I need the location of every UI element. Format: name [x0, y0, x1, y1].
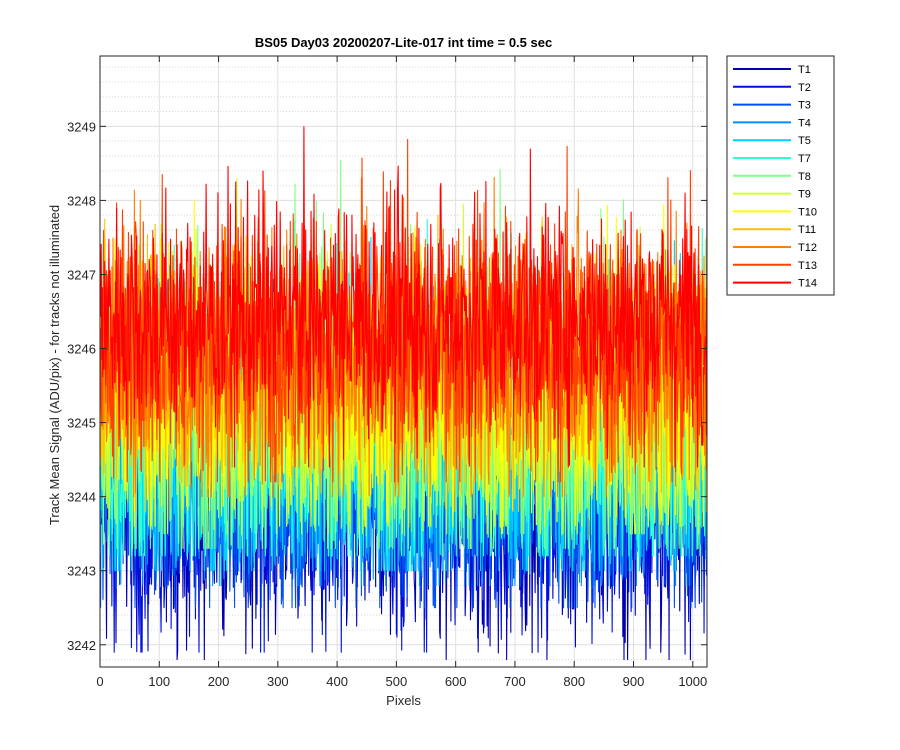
legend-label-t2: T2	[798, 82, 811, 94]
legend-label-t12: T12	[798, 242, 817, 254]
legend-label-t13: T13	[798, 260, 817, 272]
y-axis-label: Track Mean Signal (ADU/pix) - for tracks…	[47, 205, 62, 525]
x-tick-label: 900	[623, 674, 645, 689]
chart-title: BS05 Day03 20200207-Lite-017 int time = …	[255, 35, 552, 50]
legend-label-t8: T8	[798, 171, 811, 183]
plot-area: 0 100 200 300 400 500 600 700 800 900 1000 3242 3243…	[67, 55, 708, 689]
legend-label-t3: T3	[798, 100, 811, 112]
x-tick-label: 100	[148, 674, 170, 689]
legend-label-t7: T7	[798, 153, 811, 165]
series-line-t14	[100, 126, 708, 468]
legend-label-t5: T5	[798, 135, 811, 147]
x-tick-label: 0	[96, 674, 103, 689]
x-tick-label: 600	[445, 674, 467, 689]
x-axis-label: Pixels	[386, 693, 421, 708]
x-tick-label: 400	[326, 674, 348, 689]
x-tick-label: 500	[386, 674, 408, 689]
series-lines	[100, 126, 708, 661]
y-tick-label: 3246	[67, 342, 96, 357]
y-tick-label: 3243	[67, 564, 96, 579]
x-tick-label: 700	[504, 674, 526, 689]
legend-label-t11: T11	[798, 224, 816, 236]
x-tick-label: 800	[563, 674, 585, 689]
legend-items: T1 T2 T3 T4 T5 T7 T8 T9 T10 T11 T12 T13 T14	[733, 64, 817, 290]
x-tick-label: 200	[208, 674, 230, 689]
legend-label-t10: T10	[798, 206, 817, 218]
ticks: 0 100 200 300 400 500 600 700 800 900 1000 3242 3243…	[67, 56, 707, 689]
y-tick-label: 3247	[67, 267, 96, 282]
legend-label-t1: T1	[798, 64, 811, 76]
y-tick-label: 3242	[67, 638, 96, 653]
legend-label-t4: T4	[798, 117, 811, 129]
y-tick-label: 3249	[67, 119, 96, 134]
legend: T1 T2 T3 T4 T5 T7 T8 T9 T10 T11 T12 T13 T14	[726, 55, 835, 296]
x-tick-label: 300	[267, 674, 289, 689]
legend-label-t14: T14	[798, 278, 817, 290]
y-tick-label: 3248	[67, 193, 96, 208]
axes-frame	[99, 55, 708, 668]
x-tick-label: 1000	[678, 674, 707, 689]
y-tick-label: 3244	[67, 490, 96, 505]
y-tick-label: 3245	[67, 416, 96, 431]
legend-label-t9: T9	[798, 189, 811, 201]
